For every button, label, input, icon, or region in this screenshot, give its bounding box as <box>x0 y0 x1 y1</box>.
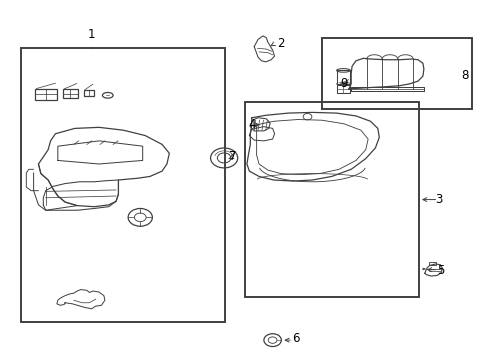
Text: 6: 6 <box>291 332 299 345</box>
Text: 4: 4 <box>247 118 255 131</box>
Bar <box>83 90 94 96</box>
Text: 1: 1 <box>88 28 95 41</box>
Bar <box>322 38 471 109</box>
Text: 5: 5 <box>436 264 444 277</box>
Text: 9: 9 <box>340 77 347 90</box>
Text: 8: 8 <box>461 68 468 81</box>
Text: 3: 3 <box>434 193 441 206</box>
Text: 7: 7 <box>228 150 236 163</box>
Bar <box>21 48 224 322</box>
Bar <box>428 262 436 265</box>
Bar <box>62 89 78 98</box>
Bar <box>244 102 418 297</box>
Bar <box>35 89 57 100</box>
Bar <box>336 71 349 84</box>
Text: 2: 2 <box>277 36 284 50</box>
Bar <box>336 85 349 93</box>
